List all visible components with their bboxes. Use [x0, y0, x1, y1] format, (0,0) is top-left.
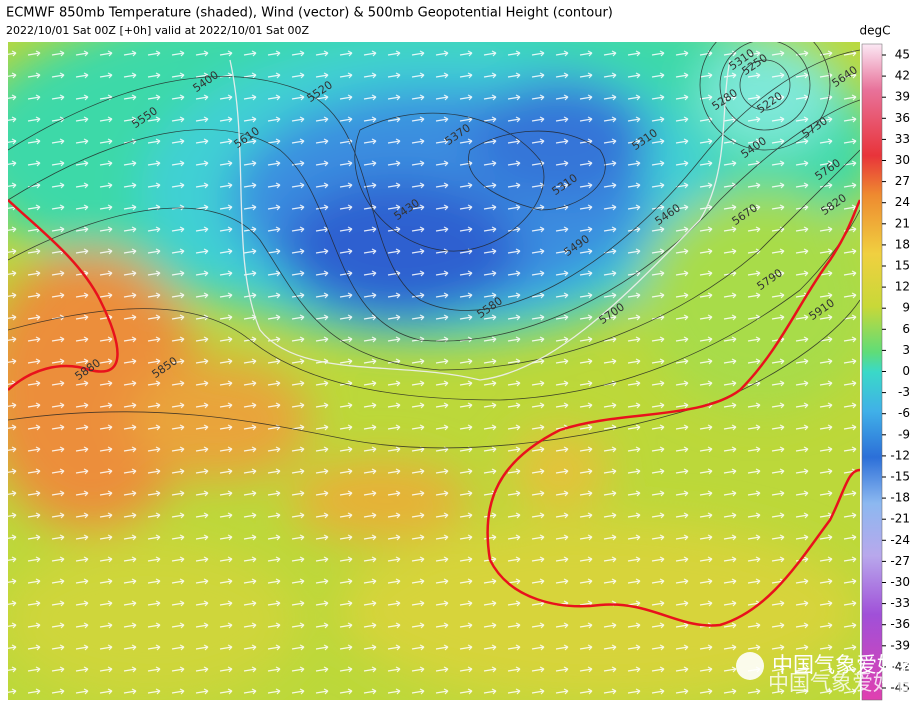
- colorbar-tick-label: -45: [890, 681, 910, 695]
- colorbar-scale: [861, 43, 883, 701]
- colorbar-tick-label: 24: [895, 195, 910, 209]
- colorbar-tick-label: -39: [890, 638, 910, 652]
- colorbar-tick-label: -3: [898, 385, 910, 399]
- wind-vectors: [8, 42, 860, 700]
- watermark-text: 中国气象爱好者: [768, 671, 915, 695]
- watermark: 中国气象爱好者 中国气象爱好者: [736, 652, 919, 695]
- colorbar-tick-label: 36: [895, 111, 910, 125]
- colorbar-unit: degC: [860, 24, 891, 38]
- colorbar-tick-label: 15: [895, 259, 910, 273]
- watermark-text: 中国气象爱好者: [772, 653, 919, 677]
- colorbar-tick-label: 30: [895, 153, 910, 167]
- colorbar-tick-label: -9: [898, 427, 910, 441]
- colorbar-tick-label: -36: [890, 617, 910, 631]
- colorbar-tick-label: 21: [895, 216, 910, 230]
- colorbar-tick-label: -42: [890, 659, 910, 673]
- colorbar: 4542393633302724211815129630-3-6-9-12-15…: [861, 43, 910, 701]
- colorbar-tick-label: 6: [902, 322, 910, 336]
- watermark-icon: [736, 652, 764, 680]
- isotherm-24: [8, 199, 860, 627]
- subtitle: 2022/10/01 Sat 00Z [+0h] valid at 2022/1…: [6, 24, 310, 37]
- colorbar-tick-label: -15: [890, 470, 910, 484]
- colorbar-tick-label: 39: [895, 90, 910, 104]
- colorbar-tick-label: 27: [895, 174, 910, 188]
- zero-isotherm: [229, 59, 731, 381]
- title: ECMWF 850mb Temperature (shaded), Wind (…: [6, 6, 613, 21]
- colorbar-tick-label: 9: [902, 301, 910, 315]
- colorbar-tick-label: 42: [895, 69, 910, 83]
- colorbar-tick-label: -6: [898, 406, 910, 420]
- colorbar-tick-label: 18: [895, 237, 910, 251]
- colorbar-tick-label: -12: [890, 448, 910, 462]
- colorbar-tick-label: 0: [902, 364, 910, 378]
- colorbar-tick-label: 45: [895, 48, 910, 62]
- colorbar-tick-label: -18: [890, 491, 910, 505]
- map: 5400 552055505610543053705310531054905460…: [8, 42, 860, 700]
- colorbar-tick-label: -33: [890, 596, 910, 610]
- colorbar-tick-label: -24: [890, 533, 910, 547]
- height-contours: [8, 42, 860, 449]
- colorbar-tick-label: 12: [895, 280, 910, 294]
- colorbar-tick-label: 3: [902, 343, 910, 357]
- colorbar-tick-label: -21: [890, 512, 910, 526]
- colorbar-tick-label: -30: [890, 575, 910, 589]
- colorbar-tick-label: -27: [890, 554, 910, 568]
- colorbar-tick-label: 33: [895, 132, 910, 146]
